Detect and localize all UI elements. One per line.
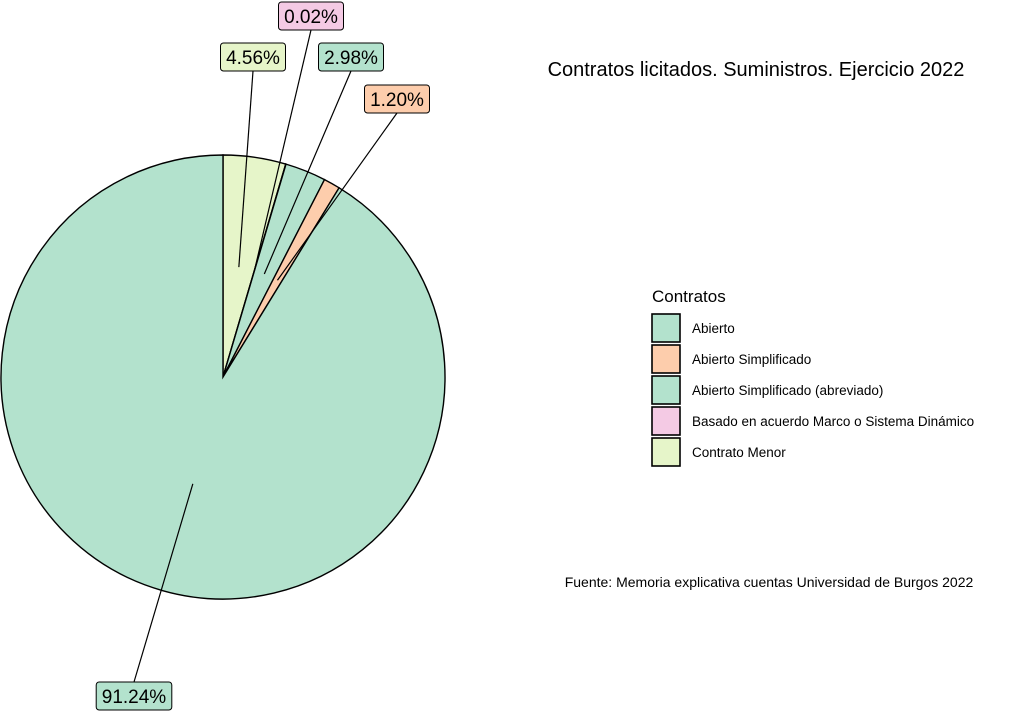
legend-item: Contrato Menor [651,437,786,467]
slice-label-text: 0.02% [284,7,338,28]
legend-label: Abierto Simplificado (abreviado) [692,383,883,398]
leader-line [253,29,312,271]
chart-caption: Fuente: Memoria explicativa cuentas Univ… [565,574,974,590]
legend-label: Abierto [692,321,735,336]
slice-label-text: 2.98% [324,48,378,69]
slice-label-text: 4.56% [226,48,280,69]
slice-labels: 4.56%0.02% 2.98% 1.20% 91.24% [95,1,430,711]
legend-label: Contrato Menor [692,445,786,460]
legend-label: Abierto Simplificado [692,352,811,367]
legend-swatch [651,313,681,343]
chart-title: Contratos licitados. Suministros. Ejerci… [548,59,965,81]
legend-item: Abierto Simplificado (abreviado) [651,375,883,405]
pie-slices [0,154,446,600]
slice-label: 2.98% [318,42,384,72]
slice-label: 4.56% [220,42,286,72]
legend: Contratos Abierto Abierto Simplificado Abi… [651,287,974,467]
pie-slice [0,154,446,600]
slice-label: 0.02% [278,1,344,31]
legend-swatch [651,406,681,436]
slice-label: 1.20% [364,84,430,114]
label-leader-lines [133,29,398,683]
slice-label: 91.24% [95,681,173,711]
legend-swatch [651,344,681,374]
legend-swatch [651,437,681,467]
leader-line [238,70,254,268]
slice-label-text: 91.24% [102,687,167,708]
legend-item: Basado en acuerdo Marco o Sistema Dinámi… [651,406,974,436]
leader-line [276,112,398,281]
leader-line [133,483,194,683]
legend-swatch [651,375,681,405]
legend-item: Abierto Simplificado [651,344,811,374]
legend-title: Contratos [652,287,726,306]
leader-line [263,70,352,275]
legend-item: Abierto [651,313,735,343]
slice-label-text: 1.20% [370,90,424,111]
legend-label: Basado en acuerdo Marco o Sistema Dinámi… [692,414,974,429]
